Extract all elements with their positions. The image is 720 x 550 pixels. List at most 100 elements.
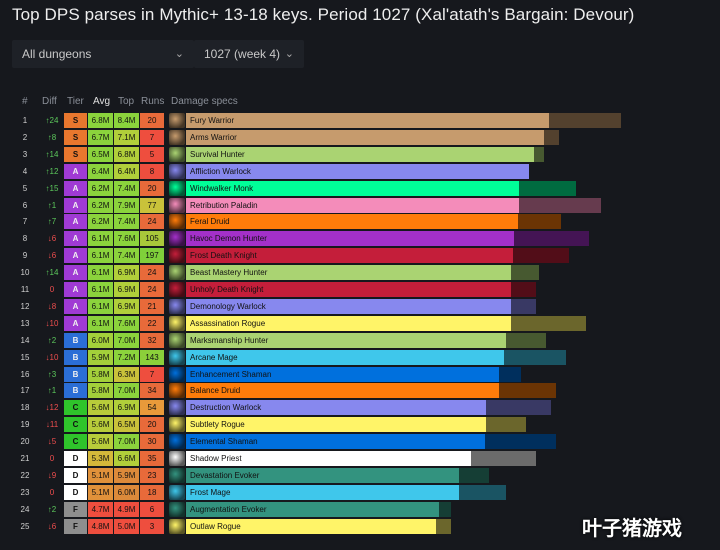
avg-bar: [186, 298, 511, 314]
table-row[interactable]: 7 ↑7 A 6.2M 7.4M 24 Feral Druid: [0, 213, 720, 230]
diff-cell: ↓6: [47, 234, 57, 244]
spec-icon: [169, 349, 185, 365]
table-row[interactable]: 13 ↓10 A 6.1M 7.6M 22 Assassination Rogue: [0, 315, 720, 332]
tier-badge: S: [64, 146, 88, 162]
tier-badge: A: [64, 214, 88, 230]
avg-cell: 5.3M: [88, 451, 114, 466]
spec-icon: [169, 231, 185, 247]
rank-cell: 9: [22, 251, 28, 261]
spec-icon: [169, 265, 185, 281]
avg-cell: 4.8M: [88, 518, 114, 534]
table-row[interactable]: 4 ↑12 A 6.4M 6.4M 8 Affliction Warlock: [0, 163, 720, 180]
spec-icon: [169, 315, 185, 331]
dps-ranking-table: 1 ↑24 S 6.8M 8.4M 20 Fury Warrior 2 ↑8 S 6.7M 7.1M 7…: [0, 112, 720, 535]
avg-bar: [186, 467, 459, 483]
table-row[interactable]: 15 ↓10 B 5.9M 7.2M 143 Arcane Mage: [0, 349, 720, 366]
diff-cell: ↓5: [47, 437, 57, 447]
avg-cell: 6.2M: [88, 197, 114, 213]
table-row[interactable]: 20 ↓5 C 5.6M 7.0M 30 Elemental Shaman: [0, 433, 720, 450]
spec-label: Assassination Rogue: [190, 318, 266, 328]
tier-badge: C: [64, 417, 88, 433]
table-row[interactable]: 12 ↓8 A 6.1M 6.9M 21 Demonology Warlock: [0, 298, 720, 315]
col-header-rank: #: [22, 96, 28, 107]
top-cell: 6.8M: [114, 146, 140, 162]
top-cell: 6.6M: [114, 451, 140, 466]
table-row[interactable]: 16 ↑3 B 5.8M 6.3M 7 Enhancement Shaman: [0, 366, 720, 383]
avg-bar: [186, 501, 439, 517]
col-header-runs[interactable]: Runs: [141, 96, 165, 107]
table-row[interactable]: 1 ↑24 S 6.8M 8.4M 20 Fury Warrior: [0, 112, 720, 129]
table-row[interactable]: 24 ↑2 F 4.7M 4.9M 6 Augmentation Evoker: [0, 501, 720, 518]
table-row[interactable]: 3 ↑14 S 6.5M 6.8M 5 Survival Hunter: [0, 146, 720, 163]
table-row[interactable]: 9 ↓6 A 6.1M 7.4M 197 Frost Death Knight: [0, 247, 720, 264]
table-row[interactable]: 5 ↑15 A 6.2M 7.4M 20 Windwalker Monk: [0, 180, 720, 197]
top-cell: 6.5M: [114, 417, 140, 433]
avg-bar: [186, 518, 436, 534]
avg-cell: 6.1M: [88, 315, 114, 331]
rank-cell: 4: [22, 166, 28, 176]
spec-label: Subtlety Rogue: [190, 420, 245, 430]
table-row[interactable]: 8 ↓6 A 6.1M 7.6M 105 Havoc Demon Hunter: [0, 230, 720, 247]
col-header-avg[interactable]: Avg: [93, 96, 111, 107]
table-row[interactable]: 14 ↑2 B 6.0M 7.0M 32 Marksmanship Hunter: [0, 332, 720, 349]
runs-cell: 77: [140, 197, 164, 213]
table-row[interactable]: 2 ↑8 S 6.7M 7.1M 7 Arms Warrior: [0, 129, 720, 146]
top-cell: 8.4M: [114, 113, 140, 128]
table-row[interactable]: 18 ↓12 C 5.6M 6.9M 54 Destruction Warlock: [0, 399, 720, 416]
table-row[interactable]: 25 ↓6 F 4.8M 5.0M 3 Outlaw Rogue: [0, 518, 720, 535]
avg-cell: 6.1M: [88, 265, 114, 281]
top-cell: 5.0M: [114, 518, 140, 534]
diff-cell: ↑8: [47, 132, 57, 142]
rank-cell: 15: [20, 352, 30, 362]
spec-label: Windwalker Monk: [190, 183, 254, 193]
avg-bar: [186, 146, 534, 162]
table-row[interactable]: 6 ↑1 A 6.2M 7.9M 77 Retribution Paladin: [0, 197, 720, 214]
avg-cell: 4.7M: [88, 501, 114, 517]
top-cell: 7.9M: [114, 197, 140, 213]
top-cell: 7.6M: [114, 231, 140, 247]
table-row[interactable]: 22 ↓9 D 5.1M 5.9M 23 Devastation Evoker: [0, 467, 720, 484]
table-row[interactable]: 21 0 D 5.3M 6.6M 35 Shadow Priest: [0, 450, 720, 467]
diff-cell: ↑3: [47, 369, 57, 379]
spec-icon: [169, 180, 185, 196]
avg-cell: 5.1M: [88, 484, 114, 500]
avg-cell: 5.9M: [88, 349, 114, 365]
spec-label: Frost Death Knight: [190, 251, 257, 261]
runs-cell: 35: [140, 451, 164, 466]
rank-cell: 21: [20, 454, 30, 463]
table-row[interactable]: 10 ↑14 A 6.1M 6.9M 24 Beast Mastery Hunter: [0, 264, 720, 281]
rank-cell: 13: [20, 318, 30, 328]
tier-badge: A: [64, 248, 88, 264]
avg-cell: 6.1M: [88, 282, 114, 297]
avg-bar: [186, 400, 486, 416]
diff-cell: ↓9: [47, 470, 57, 480]
rank-cell: 5: [22, 183, 28, 193]
runs-cell: 7: [140, 129, 164, 145]
table-row[interactable]: 23 0 D 5.1M 6.0M 18 Frost Mage: [0, 484, 720, 501]
avg-cell: 6.1M: [88, 231, 114, 247]
table-row[interactable]: 11 0 A 6.1M 6.9M 24 Unholy Death Knight: [0, 281, 720, 298]
spec-icon: [169, 400, 185, 416]
period-filter-dropdown[interactable]: 1027 (week 4) ⌄: [194, 40, 304, 68]
diff-cell: ↑1: [47, 200, 57, 210]
spec-icon: [169, 451, 185, 466]
spec-label: Arcane Mage: [190, 352, 238, 362]
tier-badge: A: [64, 180, 88, 196]
col-header-diff: Diff: [42, 96, 57, 107]
col-header-top[interactable]: Top: [118, 96, 135, 107]
runs-cell: 32: [140, 332, 164, 348]
table-row[interactable]: 19 ↓11 C 5.6M 6.5M 20 Subtlety Rogue: [0, 416, 720, 433]
avg-bar: [186, 383, 499, 399]
avg-bar: [186, 129, 544, 145]
avg-cell: 5.6M: [88, 417, 114, 433]
tier-badge: C: [64, 434, 88, 450]
diff-cell: ↓6: [47, 521, 57, 531]
col-header-specs: Damage specs: [171, 96, 238, 107]
spec-icon: [169, 248, 185, 264]
avg-cell: 6.5M: [88, 146, 114, 162]
spec-icon: [169, 113, 185, 128]
table-row[interactable]: 17 ↑1 B 5.8M 7.0M 34 Balance Druid: [0, 382, 720, 399]
dungeon-filter-dropdown[interactable]: All dungeons ⌄: [12, 40, 194, 68]
spec-label: Balance Druid: [190, 386, 241, 396]
spec-icon: [169, 467, 185, 483]
